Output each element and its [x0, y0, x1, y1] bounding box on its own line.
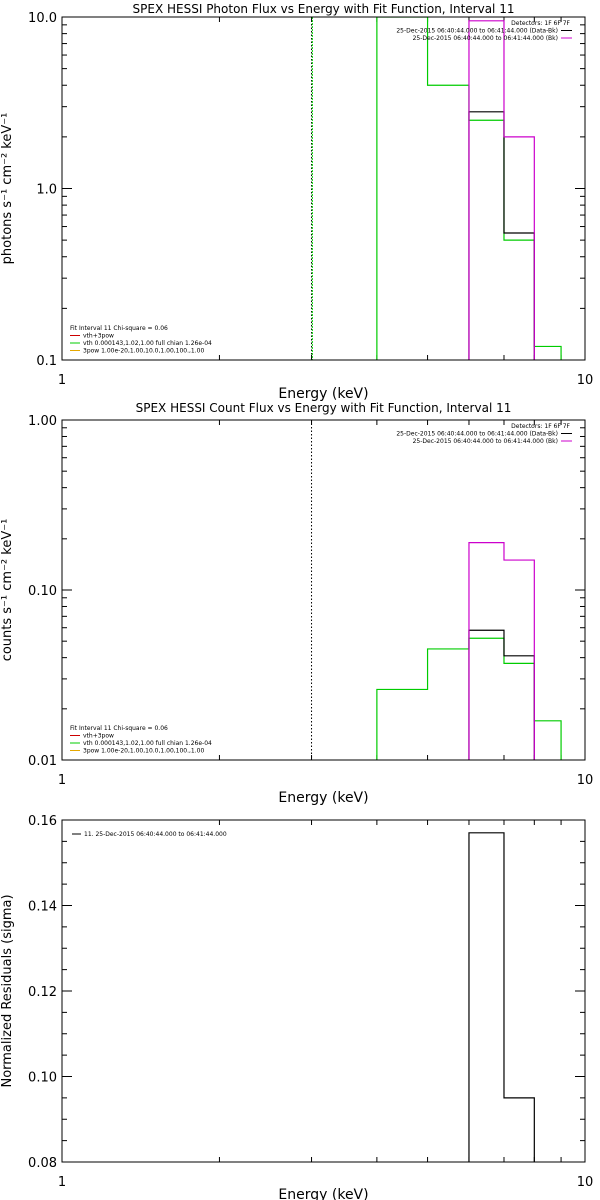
chart-panel-3: 1 10 0.08 0.10 0.12 0.14 0.16 Energy (keV) Norma… — [0, 814, 593, 1200]
legend-text: vth 0.000143,1.02,1.00 full chian 1.26e-… — [83, 340, 212, 347]
x-tick-label: 10 — [577, 773, 594, 788]
y-axis-label: photons s⁻¹ cm⁻² keV⁻¹ — [0, 113, 15, 265]
y-tick-label: 0.16 — [28, 814, 57, 829]
series-group — [468, 832, 535, 1162]
y-axis-label: counts s⁻¹ cm⁻² keV⁻¹ — [0, 519, 15, 662]
legend-text: Fit Interval 11 Chi-square = 0.06 — [70, 725, 168, 732]
x-axis-label: Energy (keV) — [278, 1187, 368, 1200]
y-tick-label: 1.00 — [28, 414, 57, 429]
x-axis-label: Energy (keV) — [278, 386, 368, 402]
legend-text: 25-Dec-2015 06:40:44.000 to 06:41:44.000… — [396, 431, 558, 438]
series-line-3 — [376, 17, 562, 360]
legend-text: vth 0.000143,1.02,1.00 full chian 1.26e-… — [83, 740, 212, 747]
y-tick-label: 0.08 — [28, 1156, 57, 1171]
x-tick-label: 10 — [577, 1175, 594, 1190]
legend-text: Detectors: 1F 6F 7F — [511, 423, 570, 430]
plot-frame — [61, 16, 586, 361]
chart-title: SPEX HESSI Photon Flux vs Energy with Fi… — [133, 2, 515, 16]
y-tick-label: 0.10 — [28, 584, 57, 599]
y-tick-label: 0.01 — [28, 754, 57, 769]
legend-text: vth+3pow — [83, 333, 114, 340]
series-line-1 — [468, 629, 535, 760]
y-tick-label: 0.1 — [36, 354, 57, 369]
series-group — [376, 542, 562, 760]
legend-text: 25-Dec-2015 06:40:44.000 to 06:41:44.000… — [396, 28, 558, 35]
legend-text: Fit Interval 11 Chi-square = 0.06 — [70, 325, 168, 332]
legend-text: 25-Dec-2015 06:40:44.000 to 06:41:44.000… — [413, 438, 558, 445]
legend-text: 25-Dec-2015 06:40:44.000 to 06:41:44.000… — [413, 35, 558, 42]
chart-panel-1: SPEX HESSI Photon Flux vs Energy with Fi… — [0, 2, 593, 402]
series-group — [376, 17, 562, 360]
y-tick-label: 10.0 — [28, 11, 57, 26]
plot-frame — [61, 419, 586, 761]
series-line-1 — [468, 832, 535, 1162]
y-axis-label: Normalized Residuals (sigma) — [0, 894, 15, 1087]
x-axis-label: Energy (keV) — [278, 790, 368, 806]
series-line-2 — [468, 20, 535, 360]
y-tick-label: 1.0 — [36, 183, 57, 198]
chart-title: SPEX HESSI Count Flux vs Energy with Fit… — [136, 401, 512, 415]
y-tick-label: 0.10 — [28, 1071, 57, 1086]
legend-text: 11. 25-Dec-2015 06:40:44.000 to 06:41:44… — [84, 831, 227, 838]
plot-frame — [61, 819, 586, 1163]
y-tick-label: 0.14 — [28, 900, 57, 915]
x-tick-label: 1 — [58, 773, 66, 788]
y-tick-label: 0.12 — [28, 985, 57, 1000]
series-line-1 — [468, 111, 535, 360]
series-line-2 — [468, 542, 535, 760]
legend-text: vth+3pow — [83, 733, 114, 740]
legend-text: Detectors: 1F 6F 7F — [511, 20, 570, 27]
x-tick-label: 10 — [577, 373, 594, 388]
x-tick-label: 1 — [58, 1175, 66, 1190]
x-tick-label: 1 — [58, 373, 66, 388]
chart-panel-2: SPEX HESSI Count Flux vs Energy with Fit… — [0, 401, 593, 806]
legend-text: 3pow 1.00e-20,1.00,10.0,1.00,100.,1.00 — [83, 748, 204, 755]
series-line-3 — [376, 637, 562, 760]
legend-text: 3pow 1.00e-20,1.00,10.0,1.00,100.,1.00 — [83, 348, 204, 355]
